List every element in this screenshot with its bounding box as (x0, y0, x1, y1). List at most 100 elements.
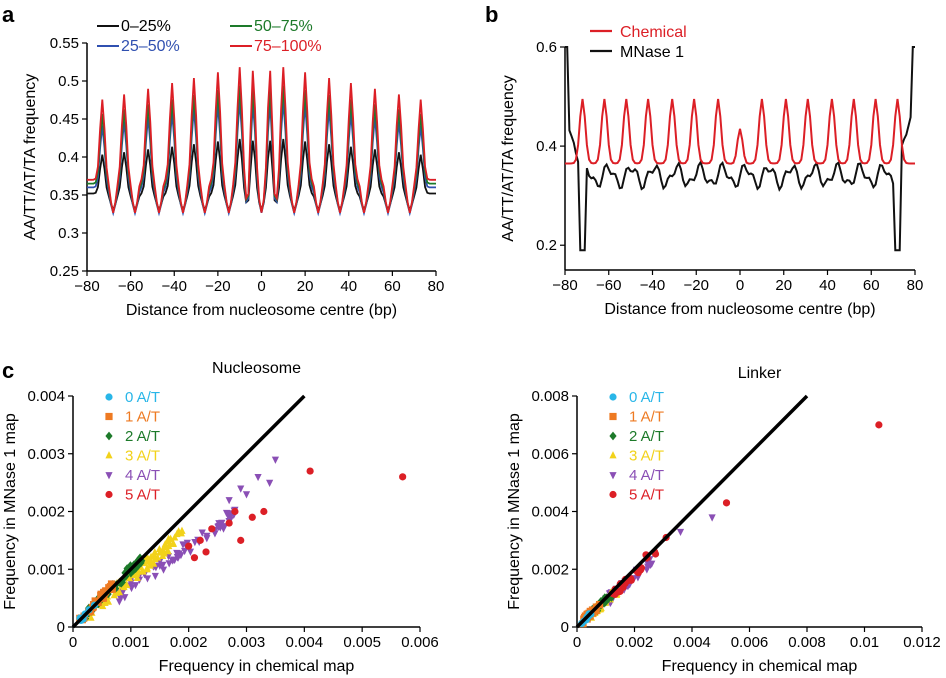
data-point (242, 491, 251, 499)
x-tick-label: 0 (69, 634, 77, 651)
data-point (222, 509, 231, 518)
data-point (676, 528, 685, 537)
data-point (248, 513, 256, 521)
data-point (722, 499, 731, 507)
x-axis-label: Frequency in chemical map (159, 658, 355, 675)
data-point (260, 507, 268, 516)
data-point (168, 557, 176, 565)
data-point (143, 575, 152, 583)
x-tick-label: 20 (775, 277, 792, 294)
diagonal-line (575, 394, 809, 629)
panel-letter-c: c (2, 358, 14, 383)
data-point (105, 472, 113, 480)
legend-label: MNase 1 (620, 44, 684, 61)
x-tick-label: 0.004 (286, 634, 324, 651)
x-tick-label: −40 (640, 277, 665, 294)
data-point (225, 497, 233, 505)
data-point (105, 451, 113, 459)
series-line-0 (87, 138, 436, 213)
data-point (609, 472, 617, 480)
legend-label: 0 A/T (125, 389, 160, 406)
legend-label: 0–25% (121, 18, 171, 35)
legend-label: 5 A/T (125, 487, 160, 504)
data-point (237, 536, 245, 544)
legend-label: Chemical (620, 24, 687, 41)
data-point (167, 534, 175, 542)
y-axis-label: Frequency in MNase 1 map (506, 413, 523, 610)
data-point (196, 536, 204, 544)
series-line-3 (87, 67, 436, 213)
legend-label: 2 A/T (629, 428, 664, 445)
series-line-chemical (565, 98, 915, 165)
data-point (155, 544, 164, 553)
data-point (215, 523, 223, 531)
data-point (164, 547, 172, 555)
x-tick-label: 0 (736, 277, 744, 294)
legend-label: 1 A/T (629, 409, 664, 426)
y-tick-label: 0.002 (27, 504, 65, 521)
data-point (139, 567, 147, 575)
data-point (101, 588, 109, 596)
y-tick-label: 0 (561, 619, 569, 636)
panel-c-nucleosome-scatter: Nucleosome 0 0.001 0.002 0.003 0.004 0.005 0.00… (2, 360, 439, 675)
x-tick-label: −80 (74, 278, 99, 295)
y-axis-label: AA/TT/AT/TA frequency (22, 74, 39, 241)
x-tick-label: 60 (384, 278, 401, 295)
panel-letter-b: b (485, 2, 498, 27)
x-tick-label: 0.003 (228, 634, 266, 651)
data-point (231, 507, 239, 516)
data-point (127, 579, 135, 587)
data-point (648, 560, 656, 568)
data-point (643, 566, 651, 574)
panel-a-line-chart: −80 −60 −40 −20 0 20 40 60 80 0.25 0.3 0.35 0.4 0.45 0… (22, 18, 444, 319)
data-point (131, 582, 140, 590)
data-point (107, 580, 116, 588)
panel-b-line-chart: −80 −60 −40 −20 0 20 40 60 80 0.2 0.4 0.6 Distance f… (500, 24, 923, 318)
y-tick-label: 0.35 (50, 187, 79, 204)
legend-label: 75–100% (254, 38, 322, 55)
data-point (137, 558, 145, 568)
data-point (151, 572, 159, 581)
series-line-mnase (565, 46, 915, 252)
x-axis-label: Distance from nucleosome centre (bp) (604, 301, 875, 318)
data-point (151, 554, 159, 563)
data-point (159, 566, 168, 574)
data-point (178, 526, 186, 534)
y-axis-label: Frequency in MNase 1 map (2, 413, 19, 610)
data-point (169, 539, 177, 547)
data-point (87, 613, 95, 621)
data-point (110, 591, 118, 599)
x-tick-label: 0.012 (903, 634, 941, 651)
data-point (609, 412, 617, 421)
data-point (266, 479, 274, 487)
y-tick-label: 0.2 (536, 237, 557, 254)
x-tick-label: 60 (863, 277, 880, 294)
y-tick-label: 0.5 (58, 73, 79, 90)
data-point (104, 597, 113, 605)
data-point (634, 569, 642, 577)
x-tick-label: 40 (819, 277, 836, 294)
legend-label: 3 A/T (125, 448, 160, 465)
data-point (115, 588, 124, 596)
x-tick-label: −40 (162, 278, 187, 295)
data-point (208, 525, 216, 533)
y-tick-label: 0.3 (58, 225, 79, 242)
x-axis-label: Frequency in chemical map (662, 658, 858, 675)
x-tick-label: −60 (596, 277, 621, 294)
y-tick-label: 0.006 (531, 446, 569, 463)
data-point (271, 456, 280, 464)
x-tick-label: 0.006 (731, 634, 769, 651)
y-tick-label: 0.008 (531, 388, 569, 405)
legend-label: 50–75% (254, 18, 313, 35)
data-point (399, 473, 407, 481)
data-point (151, 548, 159, 556)
x-tick-label: 0.008 (788, 634, 826, 651)
y-tick-label: 0.25 (50, 263, 79, 280)
data-point (132, 564, 140, 573)
chart-title: Linker (738, 365, 782, 382)
data-point (607, 593, 616, 602)
data-point (708, 514, 716, 522)
series-line-2 (87, 85, 436, 213)
y-tick-label: 0.003 (27, 446, 65, 463)
data-point (609, 451, 617, 459)
